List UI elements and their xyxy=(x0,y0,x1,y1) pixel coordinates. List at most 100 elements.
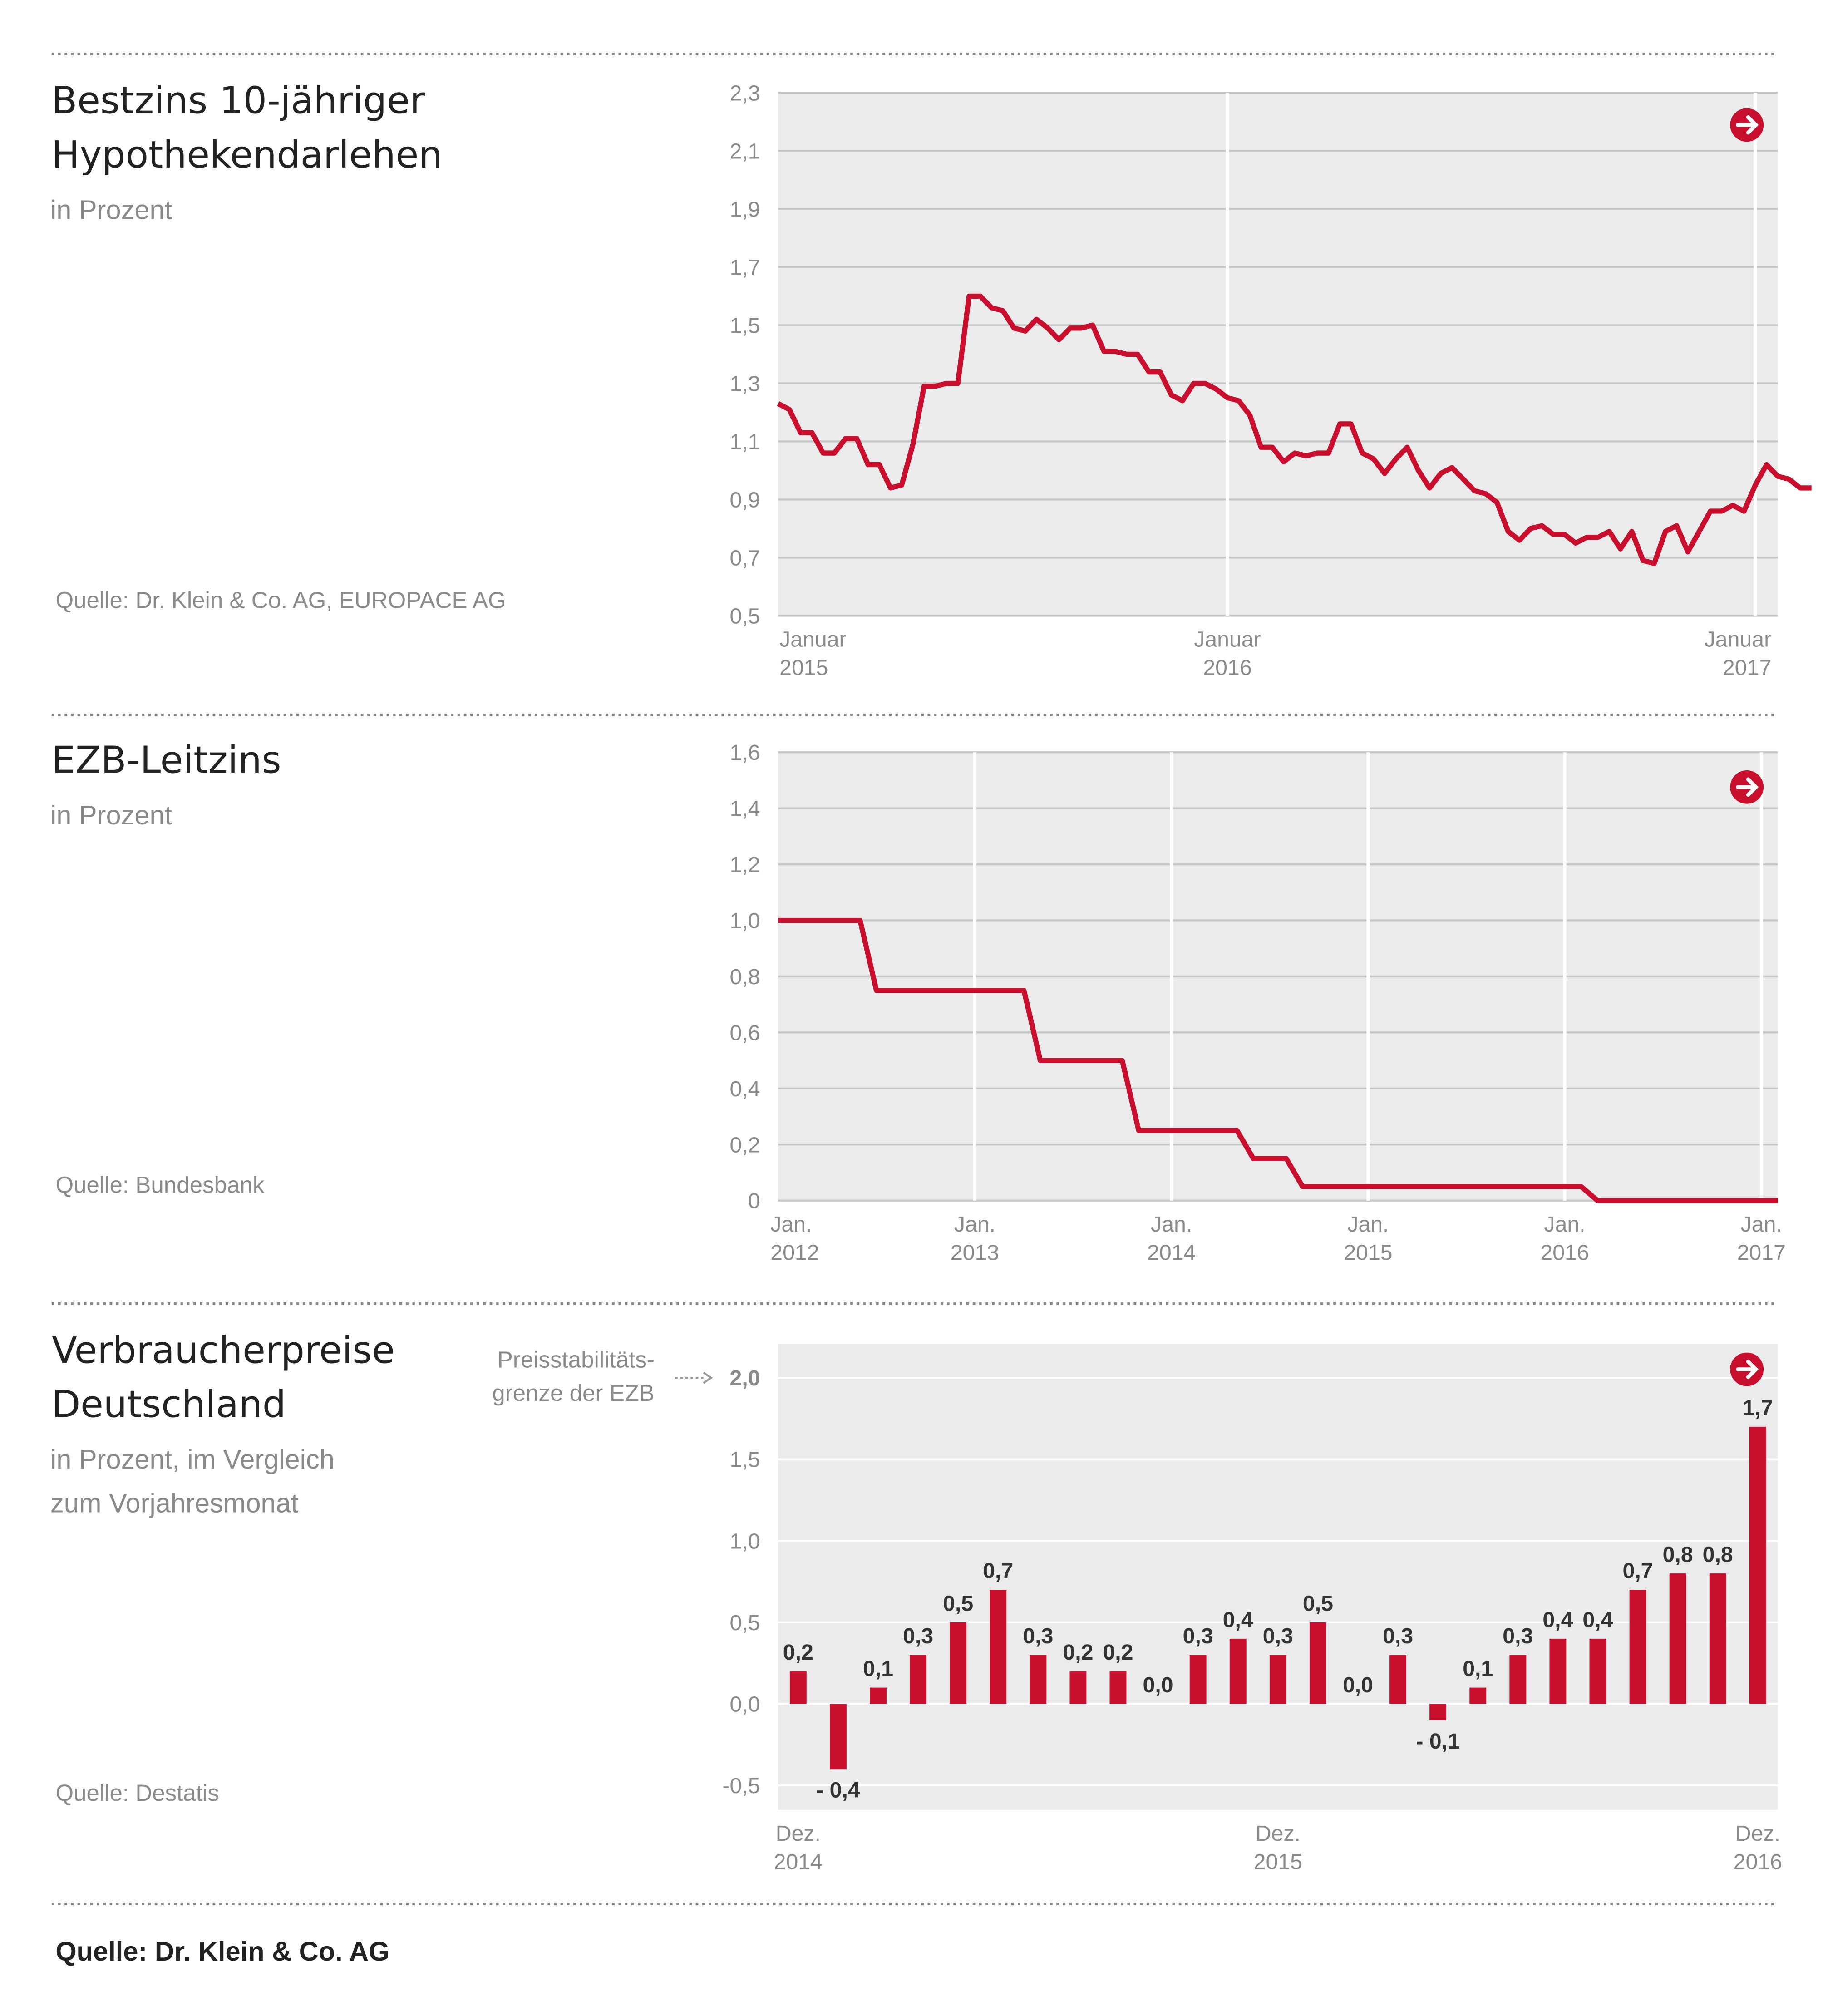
chart-title: Verbraucherpreise xyxy=(52,1329,395,1372)
bar xyxy=(1629,1590,1646,1704)
y-tick-label: 1,1 xyxy=(730,429,760,454)
annotation-arrowhead xyxy=(703,1372,713,1384)
value-label: 0,3 xyxy=(1183,1624,1213,1648)
y-tick-label: 0,5 xyxy=(730,1611,760,1635)
value-label: 0,4 xyxy=(1582,1607,1613,1632)
y-tick-label: 0,0 xyxy=(730,1692,760,1717)
y-tick-label: 2,0 xyxy=(730,1366,760,1390)
line xyxy=(778,917,1778,1203)
source: Quelle: Bundesbank xyxy=(55,1172,264,1198)
chart-title: Deutschland xyxy=(52,1383,286,1426)
footer: Quelle: Dr. Klein & Co. AG xyxy=(55,1936,389,1967)
x-tick-label: Jan. 2016 xyxy=(1540,1212,1589,1265)
chart-title: Hypothekendarlehen xyxy=(52,133,443,177)
value-label: 0,2 xyxy=(1063,1640,1093,1665)
y-tick-label: 1,9 xyxy=(730,197,760,222)
value-label: 0,4 xyxy=(1542,1607,1573,1632)
value-label: 1,7 xyxy=(1743,1395,1773,1420)
y-tick-label: 0,6 xyxy=(730,1020,760,1045)
bar xyxy=(1069,1671,1087,1704)
y-tick-label: 2,1 xyxy=(730,139,760,163)
bar xyxy=(1229,1638,1247,1704)
x-tick-label: Jan. 2013 xyxy=(951,1212,999,1265)
bar xyxy=(789,1671,807,1704)
y-tick-label: 1,5 xyxy=(730,313,760,338)
y-tick-label: 1,0 xyxy=(730,909,760,933)
bar xyxy=(1589,1638,1606,1704)
value-label: 0,8 xyxy=(1663,1543,1693,1567)
value-label: 0,1 xyxy=(1463,1656,1493,1681)
y-tick-label: 1,5 xyxy=(730,1448,760,1472)
y-tick-label: 0,8 xyxy=(730,965,760,989)
bar xyxy=(829,1704,847,1770)
y-tick-label: 0,7 xyxy=(730,546,760,570)
y-tick-label: 1,4 xyxy=(730,797,760,821)
value-label: 0,0 xyxy=(1343,1673,1373,1697)
y-tick-label: 1,0 xyxy=(730,1529,760,1553)
y-tick-label: 1,6 xyxy=(730,740,760,765)
plot-area xyxy=(778,93,1778,616)
value-label: 0,0 xyxy=(1143,1673,1173,1697)
value-label: 0,3 xyxy=(1503,1624,1533,1648)
y-tick-label: 1,2 xyxy=(730,853,760,877)
bar xyxy=(1749,1426,1766,1704)
value-label: 0,1 xyxy=(863,1656,893,1681)
y-tick-label: 1,3 xyxy=(730,371,760,396)
y-tick-label: -0,5 xyxy=(722,1774,760,1798)
y-tick-label: 0,9 xyxy=(730,488,760,512)
bar xyxy=(1469,1687,1487,1704)
x-tick-label: Dez. 2015 xyxy=(1254,1821,1302,1874)
value-label: 0,3 xyxy=(903,1624,933,1648)
chart-subtitle: in Prozent xyxy=(50,800,172,830)
y-tick-label: 0,2 xyxy=(730,1133,760,1157)
x-tick-label: Jan. 2017 xyxy=(1737,1212,1786,1265)
x-tick-label: Januar 2015 xyxy=(779,627,846,680)
value-label: 0,7 xyxy=(1623,1559,1653,1583)
chart-subtitle: in Prozent, im Vergleich xyxy=(50,1444,335,1474)
bar xyxy=(1389,1655,1407,1704)
value-label: 0,2 xyxy=(783,1640,813,1665)
value-label: 0,7 xyxy=(983,1559,1013,1583)
x-tick-label: Jan. 2012 xyxy=(770,1212,819,1265)
bar xyxy=(1269,1655,1286,1704)
chart-title: Bestzins 10-jähriger xyxy=(52,79,425,123)
value-label: - 0,4 xyxy=(816,1778,860,1803)
bar xyxy=(910,1655,927,1704)
link-icon-arrow xyxy=(1736,115,1759,135)
chart-title: EZB-Leitzins xyxy=(52,739,281,782)
y-tick-label: 1,7 xyxy=(730,255,760,280)
bar xyxy=(1429,1704,1447,1720)
x-tick-label: Januar 2017 xyxy=(1705,627,1771,680)
x-tick-label: Jan. 2014 xyxy=(1147,1212,1196,1265)
value-label: 0,3 xyxy=(1263,1624,1293,1648)
bar xyxy=(1309,1622,1326,1704)
value-label: 0,5 xyxy=(1303,1591,1333,1616)
link-icon-arrow xyxy=(1736,777,1759,797)
bar xyxy=(1109,1671,1127,1704)
x-tick-label: Dez. 2014 xyxy=(774,1821,823,1874)
bar xyxy=(1030,1655,1047,1704)
plot-area xyxy=(778,1343,1778,1810)
value-label: 0,3 xyxy=(1383,1624,1413,1648)
chart-subtitle: zum Vorjahresmonat xyxy=(50,1488,299,1518)
value-label: 0,8 xyxy=(1703,1543,1733,1567)
value-label: 0,2 xyxy=(1103,1640,1133,1665)
x-tick-label: Dez. 2016 xyxy=(1734,1821,1782,1874)
x-tick-label: Jan. 2015 xyxy=(1344,1212,1392,1265)
line xyxy=(777,293,1812,566)
value-label: 0,3 xyxy=(1023,1624,1053,1648)
separators xyxy=(51,53,1775,1905)
bar xyxy=(1189,1655,1207,1704)
bar xyxy=(1709,1573,1726,1704)
y-tick-label: 0 xyxy=(748,1189,760,1213)
bar xyxy=(1549,1638,1567,1704)
value-label: 0,5 xyxy=(943,1591,973,1616)
source: Quelle: Destatis xyxy=(55,1780,219,1806)
bar xyxy=(1509,1655,1527,1704)
link-icon-arrow xyxy=(1736,1360,1759,1379)
y-tick-label: 0,5 xyxy=(730,604,760,628)
value-label: - 0,1 xyxy=(1416,1729,1460,1754)
source: Quelle: Dr. Klein & Co. AG, EUROPACE AG xyxy=(55,587,506,613)
bar xyxy=(990,1590,1007,1704)
